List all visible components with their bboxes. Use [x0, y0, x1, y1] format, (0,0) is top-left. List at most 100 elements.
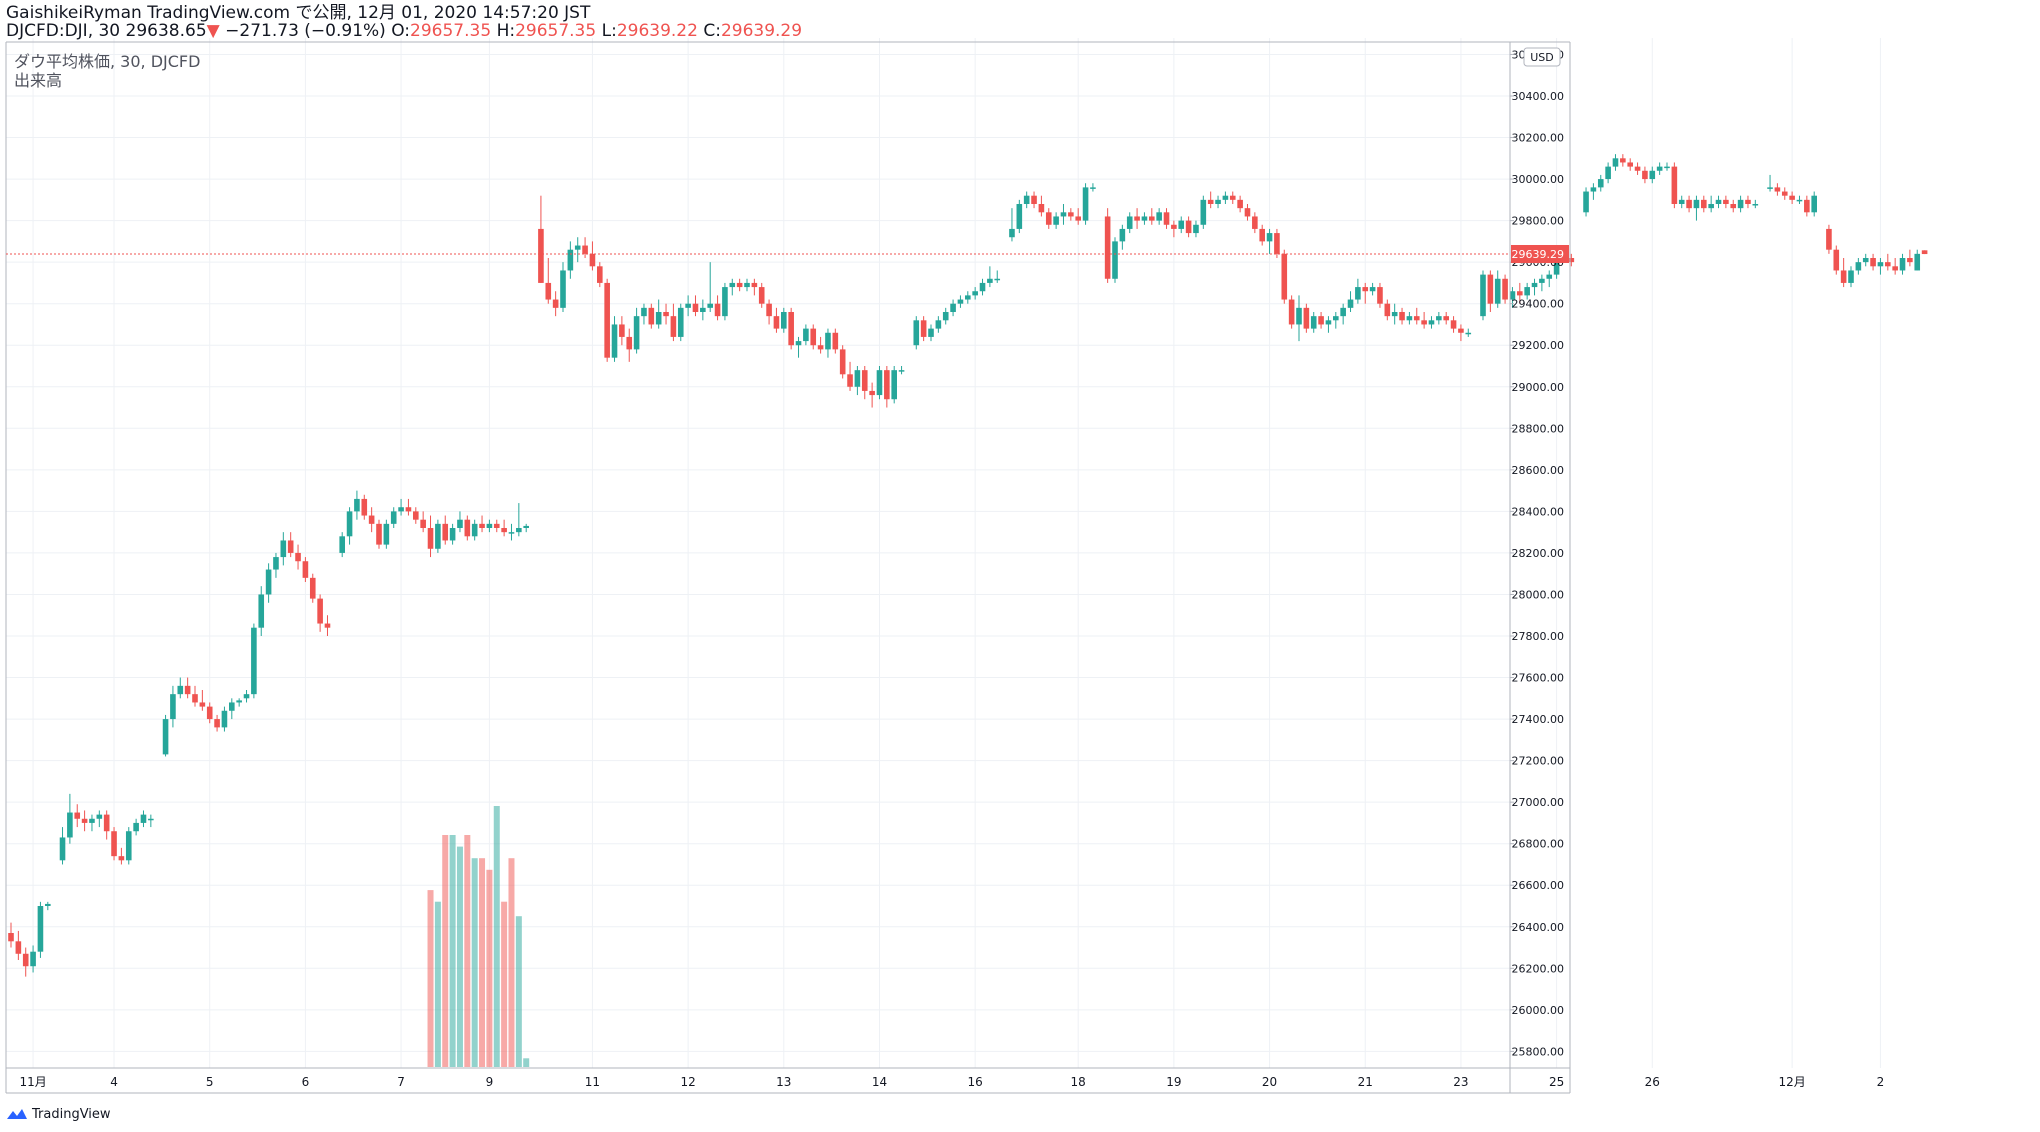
candle-body — [449, 528, 456, 541]
candle-body — [1207, 199, 1214, 204]
candle-body — [1774, 187, 1781, 192]
candle-body — [361, 498, 368, 516]
candle-body — [1163, 212, 1170, 225]
candle-body — [30, 951, 36, 967]
candle-body — [1789, 195, 1795, 200]
candle-body — [1391, 312, 1398, 317]
price-tick-label: 27600.00 — [1512, 672, 1565, 685]
candle-body — [383, 523, 390, 545]
candle-body — [486, 523, 493, 528]
time-tick-label: 13 — [776, 1075, 791, 1089]
candle-body — [685, 303, 691, 308]
candle-body — [1090, 187, 1096, 189]
candle-body — [1723, 199, 1729, 204]
candle-body — [493, 523, 500, 528]
low-label: L: — [601, 21, 617, 41]
candle-body — [1649, 170, 1656, 180]
candle-body — [1369, 287, 1376, 292]
candle-body — [1421, 320, 1427, 325]
candle-body — [538, 228, 544, 283]
candle-body — [1804, 199, 1810, 213]
candle-body — [346, 511, 353, 537]
price-tick-label: 25800.00 — [1512, 1045, 1565, 1058]
candle-body — [1340, 307, 1346, 317]
candle-body — [1524, 287, 1530, 296]
candle-body — [913, 320, 920, 346]
candle-body — [1752, 204, 1759, 206]
high-value: 29657.35 — [515, 21, 597, 41]
chart-grid — [6, 38, 1881, 1068]
candle-body — [1281, 253, 1288, 300]
candle-body — [1862, 258, 1869, 263]
candle-body — [1325, 320, 1332, 325]
price-tick-label: 28200.00 — [1512, 547, 1565, 560]
candle-body — [1303, 307, 1310, 329]
candle-body — [111, 831, 117, 857]
candle-body — [692, 303, 699, 312]
candle-body — [501, 528, 507, 533]
candle-body — [648, 307, 655, 325]
volume-bar — [508, 858, 515, 1067]
candle-body — [567, 249, 574, 271]
candle-body — [464, 519, 471, 537]
candle-body — [1531, 282, 1538, 288]
candle-body — [1436, 316, 1442, 321]
candle-body — [442, 523, 449, 541]
candle-body — [199, 702, 206, 707]
candle-body — [1539, 278, 1545, 283]
candle-body — [751, 282, 758, 288]
candle-body — [1509, 291, 1516, 300]
candle-body — [103, 814, 110, 832]
candle-body — [1252, 216, 1258, 229]
candle-body — [928, 328, 934, 337]
candle-body — [1377, 287, 1383, 304]
candle-body — [324, 623, 331, 628]
price-tick-label: 30200.00 — [1512, 132, 1565, 145]
price-tick-label: 30000.00 — [1512, 173, 1565, 186]
price-tick-label: 28800.00 — [1512, 422, 1565, 435]
candle-body — [707, 303, 713, 308]
candle-body — [221, 710, 228, 728]
candle-body — [869, 390, 875, 396]
candle-body — [582, 245, 588, 254]
candle-body — [1597, 179, 1604, 188]
candle-body — [368, 515, 375, 524]
candle-body — [839, 349, 846, 375]
candle-body — [1907, 258, 1913, 263]
candle-body — [972, 291, 978, 296]
candle-body — [1112, 241, 1118, 279]
candle-body — [847, 374, 853, 387]
candle-body — [1855, 262, 1862, 271]
volume-bar — [434, 901, 441, 1067]
candle-body — [427, 528, 434, 549]
time-tick-label: 14 — [872, 1075, 887, 1089]
candle-body — [1671, 166, 1678, 204]
candle-body — [810, 328, 817, 346]
candle-body — [729, 282, 736, 288]
price-tick-label: 27800.00 — [1512, 630, 1565, 643]
candle-body — [1517, 291, 1523, 296]
volume-bar — [427, 890, 434, 1067]
candle-body — [1347, 299, 1354, 308]
candle-body — [74, 812, 81, 819]
volume-bar — [515, 916, 522, 1067]
last-price: 29638.65 — [125, 21, 207, 41]
candle-body — [861, 370, 868, 391]
candle-body — [148, 818, 154, 821]
candle-body — [251, 627, 257, 695]
candle-body — [1494, 278, 1501, 304]
candle-body — [1546, 274, 1553, 279]
candle-body — [471, 523, 478, 537]
candle-body — [722, 287, 728, 317]
candle-body — [1877, 262, 1884, 267]
volume-bar — [464, 835, 471, 1067]
candle-body — [258, 594, 265, 628]
currency-label: USD — [1530, 51, 1554, 64]
tradingview-logo-icon — [7, 1109, 27, 1119]
candle-body — [8, 933, 14, 942]
candle-body — [1399, 312, 1405, 321]
chart-header-line1: GaishikeiRyman TradingView.com で公開, 12月 … — [6, 3, 591, 23]
candle-body — [1450, 320, 1457, 329]
tradingview-logo[interactable]: TradingView — [6, 1104, 111, 1124]
